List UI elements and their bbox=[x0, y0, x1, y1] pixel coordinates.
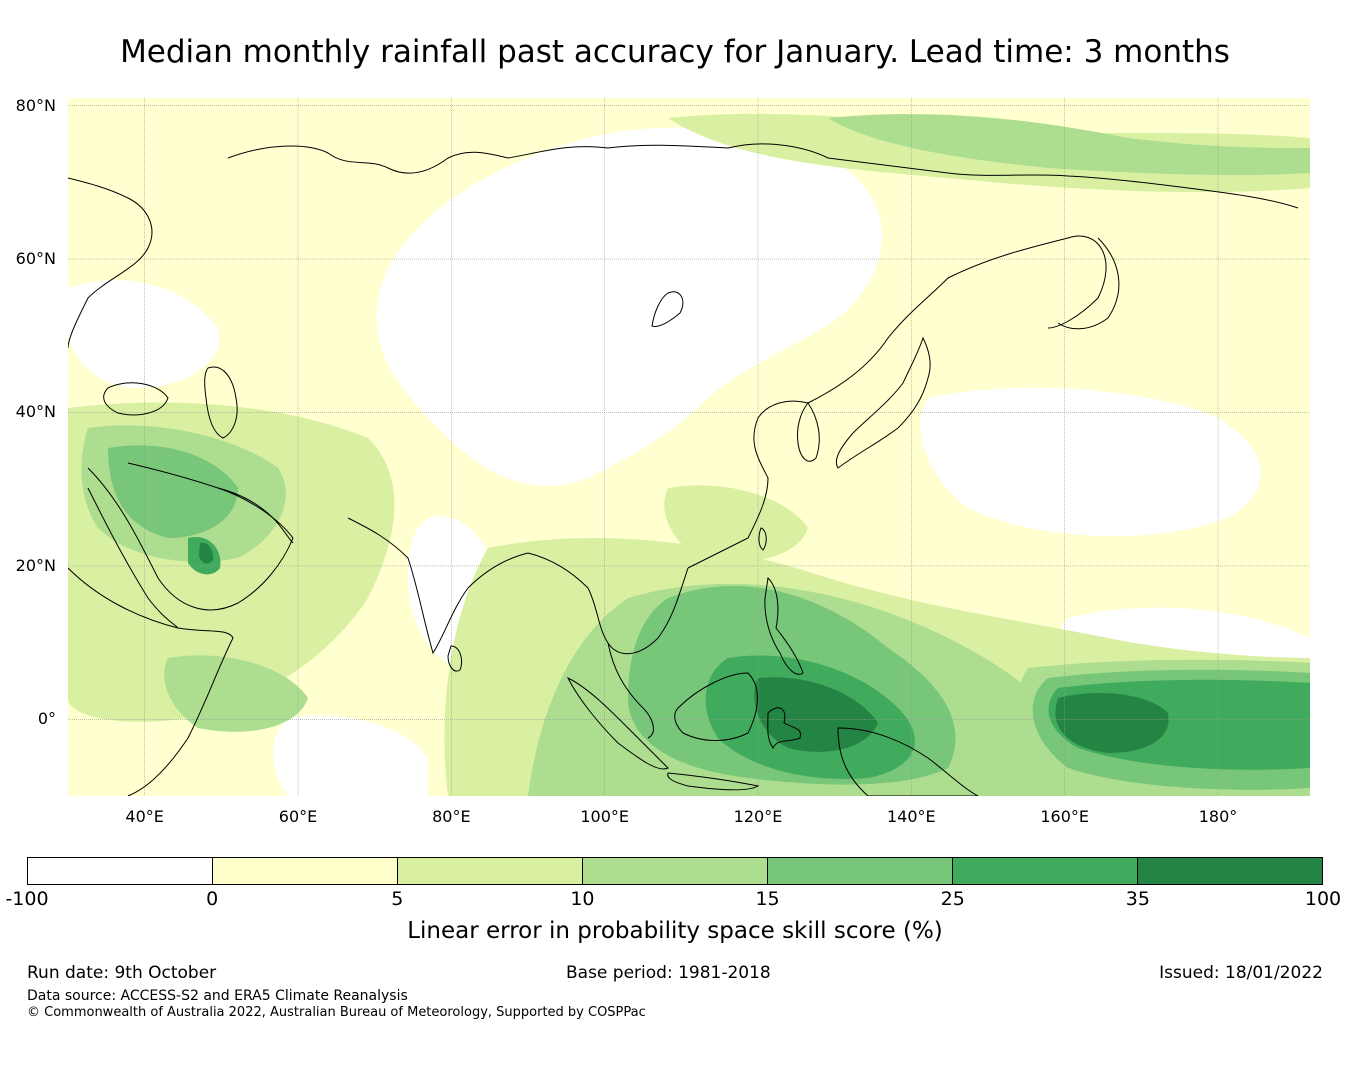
coastline-japan bbox=[835, 336, 931, 469]
skill-region-negative bbox=[68, 280, 220, 388]
colorbar-segment bbox=[768, 858, 953, 884]
longitude-label: 140°E bbox=[887, 807, 936, 826]
latitude-label: 40°N bbox=[15, 402, 56, 422]
longitude-label: 120°E bbox=[733, 807, 783, 826]
colorbar-tick-label: 10 bbox=[570, 888, 595, 910]
coastline-sulawesi bbox=[767, 707, 802, 749]
skill-region-negative bbox=[273, 715, 428, 796]
skill-score-fields bbox=[68, 98, 1310, 796]
coastline-caspian bbox=[204, 366, 238, 439]
coastline-china bbox=[687, 400, 809, 569]
colorbar-tick-label: 5 bbox=[391, 888, 404, 910]
longitude-label: 180° bbox=[1198, 807, 1238, 826]
coastline-new-guinea bbox=[837, 727, 979, 796]
issued-date: Issued: 18/01/2022 bbox=[1159, 963, 1323, 983]
colorbar-segment bbox=[28, 858, 213, 884]
coastline-baikal bbox=[651, 291, 684, 327]
coastline-taiwan bbox=[758, 527, 767, 551]
longitude-label: 160°E bbox=[1040, 807, 1089, 826]
skill-region-35-100 bbox=[754, 677, 878, 752]
data-source: Data source: ACCESS-S2 and ERA5 Climate … bbox=[27, 988, 408, 1004]
coastline-black-sea bbox=[103, 382, 169, 416]
coastline-europe bbox=[68, 177, 153, 349]
coastline-borneo bbox=[674, 672, 758, 741]
base-period: Base period: 1981-2018 bbox=[566, 963, 771, 983]
coastline-java bbox=[667, 772, 760, 791]
skill-region-negative bbox=[920, 387, 1261, 537]
colorbar-tick-label: 25 bbox=[940, 888, 965, 910]
coastline-sumatra bbox=[566, 676, 669, 770]
longitude-label: 40°E bbox=[125, 807, 164, 826]
colorbar-segment bbox=[213, 858, 398, 884]
coastline-africa bbox=[68, 567, 234, 796]
colorbar-segment bbox=[583, 858, 768, 884]
gridlines bbox=[68, 98, 1310, 796]
coastline-korea bbox=[797, 402, 820, 462]
coastline-kamchatka bbox=[1057, 237, 1120, 330]
map-title: Median monthly rainfall past accuracy fo… bbox=[120, 34, 1230, 70]
colorbar-tick-label: 35 bbox=[1125, 888, 1150, 910]
colorbar-tick-label: 15 bbox=[755, 888, 780, 910]
coastline-red-sea bbox=[87, 487, 179, 629]
longitude-label: 80°E bbox=[432, 807, 471, 826]
colorbar-segment bbox=[398, 858, 583, 884]
skill-score-map bbox=[68, 98, 1310, 796]
skill-region-5-10 bbox=[664, 485, 808, 562]
coastline-india bbox=[347, 517, 529, 655]
colorbar-tick-label: 0 bbox=[206, 888, 219, 910]
latitude-label: 20°N bbox=[15, 555, 56, 575]
latitude-label: 60°N bbox=[15, 249, 56, 269]
coastline-philippines bbox=[764, 576, 804, 675]
colorbar-title: Linear error in probability space skill … bbox=[407, 918, 943, 944]
latitude-label: 0° bbox=[37, 709, 56, 729]
coastline-far-east bbox=[807, 235, 1107, 404]
colorbar bbox=[27, 857, 1323, 885]
skill-region-negative bbox=[376, 127, 882, 486]
skill-region-35-100 bbox=[199, 542, 214, 564]
coastline-malay bbox=[607, 642, 654, 739]
copyright: © Commonwealth of Australia 2022, Austra… bbox=[27, 1005, 646, 1020]
longitude-label: 100°E bbox=[580, 807, 629, 826]
colorbar-tick-label: 100 bbox=[1304, 888, 1342, 910]
skill-region-15-25 bbox=[108, 445, 238, 538]
colorbar-tick-label: -100 bbox=[5, 888, 49, 910]
run-date: Run date: 9th October bbox=[27, 963, 217, 983]
colorbar-segment bbox=[1138, 858, 1322, 884]
coastlines bbox=[68, 143, 1299, 796]
latitude-label: 80°N bbox=[15, 95, 56, 115]
skill-region-10-15 bbox=[828, 114, 1310, 176]
longitude-label: 60°E bbox=[278, 807, 318, 826]
colorbar-segment bbox=[953, 858, 1138, 884]
coastline-arabia bbox=[87, 462, 294, 611]
coastline-persian-gulf bbox=[217, 487, 294, 544]
skill-region-35-100 bbox=[1055, 693, 1169, 753]
coastline-arctic bbox=[227, 143, 1299, 209]
coastline-sri-lanka bbox=[447, 645, 463, 672]
